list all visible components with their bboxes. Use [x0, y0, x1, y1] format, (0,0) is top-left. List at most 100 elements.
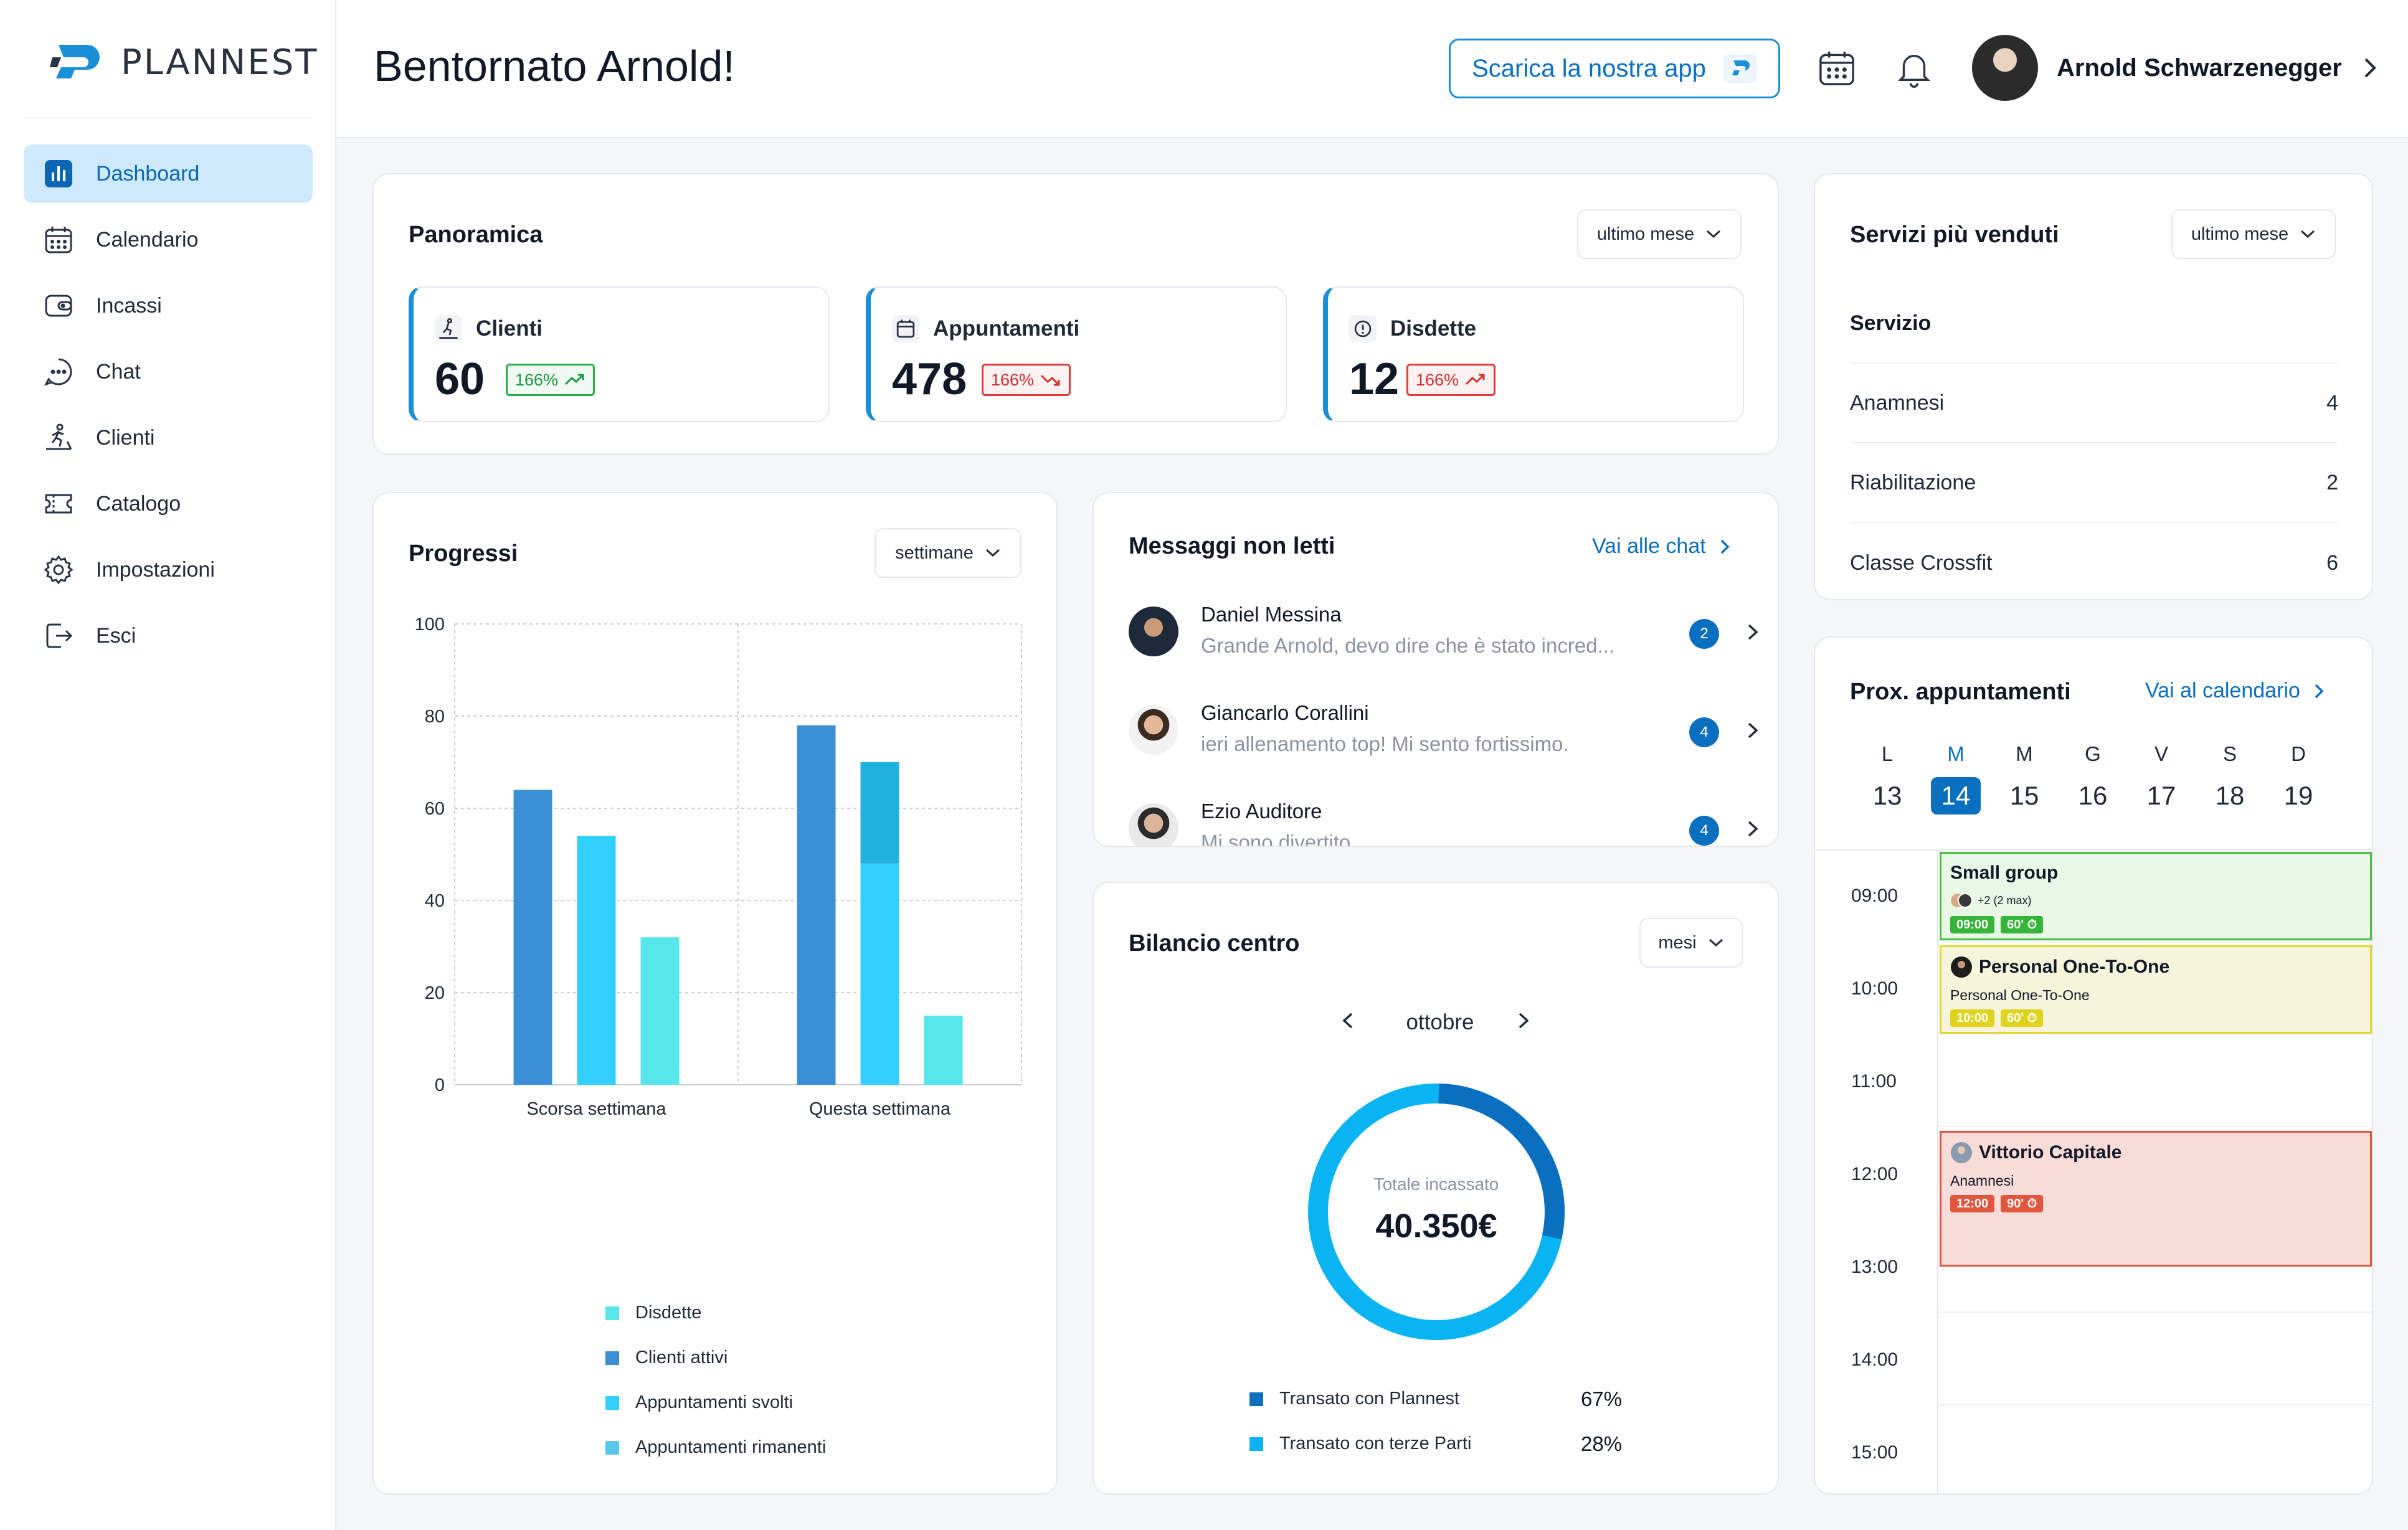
chevron-down-icon	[2301, 230, 2315, 238]
go-to-chats-link[interactable]: Vai alle chat	[1592, 534, 1731, 559]
services-header-row: Servizio	[1850, 284, 2338, 364]
table-row[interactable]: Riabilitazione 2	[1850, 443, 2338, 523]
day-tue-14[interactable]: M 14	[1931, 742, 1981, 815]
sidebar-item-label: Impostazioni	[96, 557, 215, 582]
go-to-calendar-link[interactable]: Vai al calendario	[2145, 679, 2325, 703]
service-name: Anamnesi	[1850, 390, 1945, 415]
message-sender: Ezio Auditore	[1201, 800, 1322, 823]
sidebar-item-dashboard[interactable]: Dashboard	[24, 144, 313, 203]
bell-icon[interactable]	[1894, 47, 1935, 88]
services-filter-select[interactable]: ultimo mese	[2171, 209, 2336, 259]
appointment-event[interactable]: Vittorio Capitale Anamnesi 12:00 90' ⏱	[1940, 1131, 2372, 1267]
day-sat-18[interactable]: S 18	[2215, 742, 2245, 810]
legend-swatch	[605, 1351, 619, 1365]
x-tick-label: Questa settimana	[809, 1099, 951, 1119]
previous-month-button[interactable]	[1340, 1010, 1355, 1031]
calendar-icon[interactable]	[1816, 47, 1857, 88]
sidebar-item-clienti[interactable]: Clienti	[24, 408, 313, 467]
treadmill-icon	[42, 422, 75, 454]
appointment-event[interactable]: Small group +2 (2 max) 09:00 60' ⏱	[1940, 852, 2372, 940]
sidebar-item-calendario[interactable]: Calendario	[24, 210, 313, 269]
chevron-right-icon	[1748, 821, 1758, 837]
calendar-icon	[42, 224, 75, 256]
bar-disdette	[640, 937, 680, 1085]
appointment-event[interactable]: Personal One-To-One Personal One-To-One …	[1940, 945, 2372, 1034]
sidebar-item-label: Calendario	[96, 227, 199, 252]
dashboard-icon	[42, 158, 75, 190]
trend-badge: 166%	[506, 364, 595, 396]
balance-legend-item: Transato con Plannest	[1249, 1389, 1459, 1409]
chevron-right-icon	[1748, 722, 1758, 739]
day-mon-13[interactable]: L 13	[1872, 742, 1902, 810]
logout-icon	[42, 620, 75, 652]
day-fri-17[interactable]: V 17	[2146, 742, 2176, 810]
donut-segment-plannest	[1438, 1084, 1565, 1240]
table-row[interactable]: Classe Crossfit 6	[1850, 523, 2338, 603]
chart-legend-item: Appuntamenti svolti	[605, 1392, 793, 1413]
event-title: Personal One-To-One	[1979, 956, 2170, 977]
select-value: ultimo mese	[2191, 224, 2289, 244]
services-title: Servizi più venduti	[1850, 222, 2059, 248]
sidebar-item-incassi[interactable]: Incassi	[24, 276, 313, 335]
table-row[interactable]: Anamnesi 4	[1850, 364, 2338, 443]
bar-appuntamenti-rimanenti	[860, 762, 899, 864]
legend-label: Appuntamenti rimanenti	[635, 1437, 827, 1457]
legend-label: Clienti attivi	[635, 1348, 728, 1367]
stat-card-clienti[interactable]: Clienti 60 166%	[409, 286, 830, 422]
unread-count-badge: 4	[1689, 816, 1719, 846]
chevron-right-icon	[2364, 58, 2376, 78]
calendar-icon	[892, 315, 919, 342]
logo-text: PLANNEST	[121, 42, 319, 83]
logo[interactable]: PLANNEST	[50, 40, 318, 85]
day-sun-19[interactable]: D 19	[2283, 742, 2313, 810]
stat-card-disdette[interactable]: Disdette 12 166%	[1323, 286, 1744, 422]
hour-gridline	[1938, 1404, 2372, 1405]
message-item[interactable]: Daniel Messina Grande Arnold, devo dire …	[1129, 598, 1758, 666]
select-value: ultimo mese	[1596, 224, 1695, 244]
service-name: Riabilitazione	[1850, 470, 1976, 494]
message-item[interactable]: Ezio Auditore Mi sono divertito 4	[1129, 795, 1758, 847]
overview-card: Panoramica ultimo mese Clienti 60 166% A…	[372, 173, 1779, 455]
download-app-button[interactable]: Scarica la nostra app	[1449, 39, 1780, 98]
avatar	[1129, 607, 1178, 656]
select-value: settimane	[895, 542, 974, 563]
sidebar-item-catalogo[interactable]: Catalogo	[24, 475, 313, 533]
message-sender: Giancarlo Corallini	[1201, 701, 1369, 724]
avatar	[1129, 705, 1178, 755]
unread-count-badge: 4	[1689, 717, 1719, 747]
message-item[interactable]: Giancarlo Corallini ieri allenamento top…	[1129, 696, 1758, 765]
bar-disdette	[924, 1016, 963, 1085]
badge-value: 166%	[1416, 370, 1459, 389]
hour-label: 14:00	[1851, 1349, 1898, 1370]
progress-filter-select[interactable]: settimane	[875, 528, 1022, 578]
hour-label: 15:00	[1851, 1442, 1898, 1463]
select-value: mesi	[1658, 932, 1697, 953]
bar-clienti-attivi	[513, 790, 552, 1085]
balance-filter-select[interactable]: mesi	[1639, 918, 1743, 968]
event-duration-tag: 60' ⏱	[2001, 916, 2044, 933]
sidebar: PLANNEST Dashboard Calendario Incassi Ch	[0, 0, 336, 1530]
trend-up-icon	[565, 374, 584, 385]
avatar	[1972, 35, 2038, 101]
day-wed-15[interactable]: M 15	[2009, 742, 2039, 810]
legend-swatch	[1249, 1392, 1263, 1406]
legend-swatch	[605, 1395, 619, 1410]
sidebar-item-chat[interactable]: Chat	[24, 342, 313, 401]
trend-up-icon	[1466, 374, 1485, 385]
bar-appuntamenti-svolti	[577, 836, 616, 1085]
services-card: Servizi più venduti ultimo mese Servizio…	[1814, 173, 2373, 600]
next-month-button[interactable]	[1516, 1010, 1531, 1031]
stat-card-appuntamenti[interactable]: Appuntamenti 478 166%	[866, 286, 1287, 422]
badge-value: 166%	[515, 370, 559, 389]
sidebar-item-impostazioni[interactable]: Impostazioni	[24, 541, 313, 599]
chart-legend-item: Clienti attivi	[605, 1348, 728, 1368]
chevron-right-icon	[2315, 684, 2324, 698]
balance-legend-item: Transato con terze Parti	[1249, 1433, 1471, 1454]
chart-legend-item: Disdette	[605, 1303, 701, 1323]
overview-filter-select[interactable]: ultimo mese	[1577, 209, 1742, 259]
day-thu-16[interactable]: G 16	[2078, 742, 2108, 810]
sidebar-item-esci[interactable]: Esci	[24, 607, 313, 665]
legend-value: 67%	[1581, 1387, 1623, 1410]
message-preview: Mi sono divertito	[1201, 831, 1351, 847]
user-menu[interactable]: Arnold Schwarzenegger	[1972, 35, 2379, 101]
